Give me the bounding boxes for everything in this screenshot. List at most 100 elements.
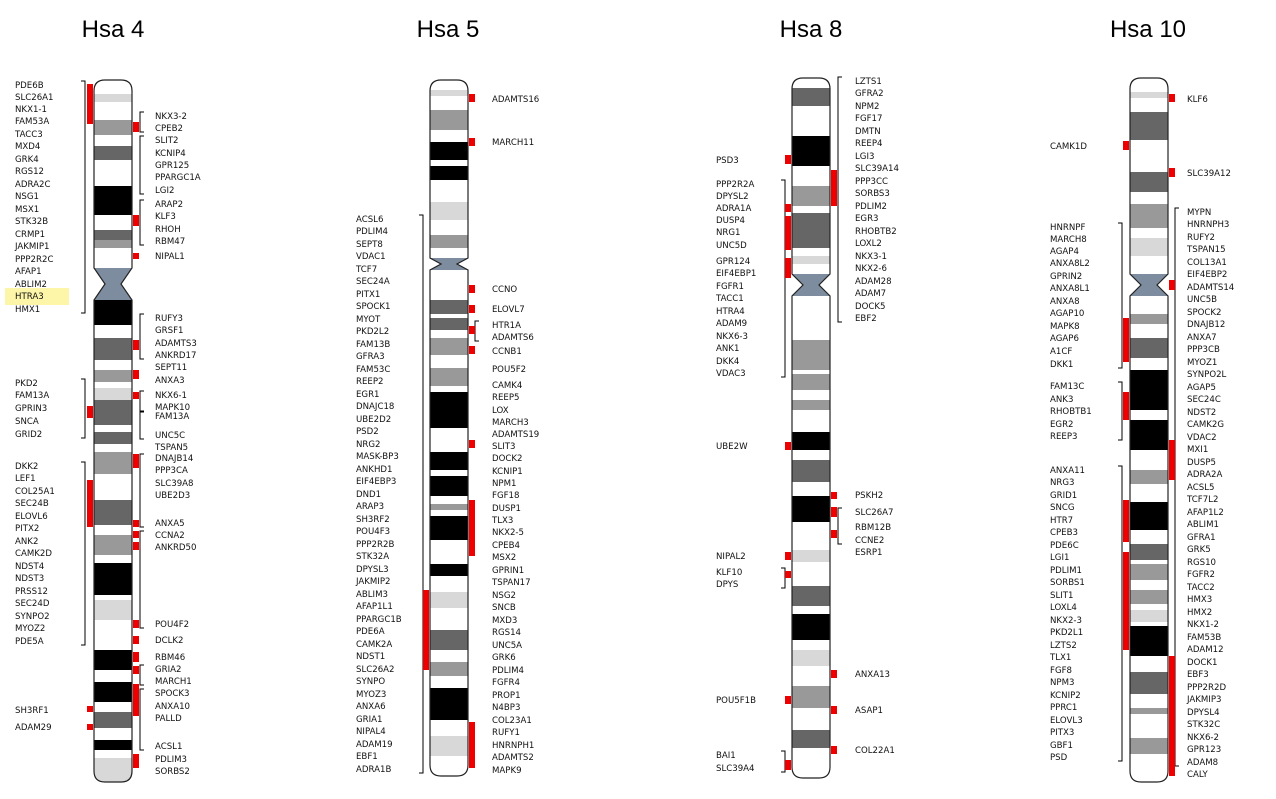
- chromosome-band: [792, 390, 830, 400]
- chromosome-band: [1130, 604, 1168, 610]
- gene-label: ADAM28: [855, 277, 892, 287]
- gene-label: PPP3CA: [155, 466, 188, 476]
- chromosome-band: [1130, 172, 1168, 192]
- gene-label: NKX2-6: [855, 264, 887, 274]
- gene-label: ACSL1: [155, 742, 182, 752]
- chromosome-band: [792, 206, 830, 213]
- chromosome-band: [430, 248, 468, 258]
- gene-label: HNRNPH3: [1187, 220, 1229, 230]
- gene-label: HTR7: [1050, 516, 1073, 526]
- gene-label: FAM53C: [356, 365, 390, 375]
- gene-label: RBM12B: [855, 523, 891, 533]
- gene-label: VDAC1: [356, 252, 386, 262]
- gene-label: PDE6C: [1050, 541, 1079, 551]
- gene-label: ANXA6: [356, 702, 386, 712]
- gene-label: NKX2-3: [1050, 616, 1082, 626]
- chromosome-band: [1130, 626, 1168, 656]
- gene-label: ANXA8L2: [1050, 259, 1090, 269]
- gene-bracket: [139, 411, 144, 440]
- gene-bracket: [139, 664, 144, 686]
- gene-label: ADAMTS6: [492, 333, 534, 343]
- gene-label: CCNO: [492, 285, 517, 295]
- gene-label: RBM47: [155, 237, 185, 247]
- chromosome-band: [1130, 192, 1168, 204]
- gene-label: CCNE2: [855, 536, 884, 546]
- gene-locus-marker: [1123, 318, 1129, 362]
- gene-label: DKK4: [716, 357, 739, 367]
- gene-label: PITX2: [15, 524, 39, 534]
- gene-label: MSX2: [492, 553, 516, 563]
- gene-label: PPP2R2D: [1187, 683, 1226, 693]
- gene-label: PPRC1: [1050, 703, 1077, 713]
- gene-label: PRSS12: [15, 587, 48, 597]
- gene-label: UBE2D3: [155, 491, 190, 501]
- chromosome-band: [1130, 450, 1168, 470]
- gene-label: GPR124: [716, 257, 750, 267]
- gene-label: SORBS3: [855, 189, 890, 199]
- chromosome-band: [1130, 98, 1168, 112]
- gene-label: RHOBTB2: [855, 227, 897, 237]
- chromosome-band: [1130, 420, 1168, 450]
- gene-locus-marker: [831, 706, 837, 714]
- gene-label: ADAMTS3: [155, 339, 197, 349]
- gene-label: PSD3: [716, 156, 739, 166]
- chromosome-band: [792, 614, 830, 640]
- chromosome-band: [94, 382, 132, 388]
- gene-label: PKD2: [15, 379, 38, 389]
- gene-label: GPRIN2: [1050, 272, 1082, 282]
- gene-label: TSPAN5: [154, 443, 188, 453]
- chromosome-band: [94, 248, 132, 268]
- chromosome-band: [430, 300, 468, 314]
- gene-label: DNAJC18: [356, 402, 394, 412]
- chromosome-band: [792, 550, 830, 562]
- gene-label: NKX3-2: [155, 112, 187, 122]
- gene-label: SPOCK1: [356, 302, 391, 312]
- gene-label: DNAJB14: [155, 454, 193, 464]
- chromosome-band: [430, 142, 468, 160]
- gene-label: MYOT: [356, 315, 381, 325]
- gene-label: EGR2: [1050, 420, 1074, 430]
- gene-label: SORBS2: [155, 767, 190, 777]
- gene-locus-marker: [785, 155, 791, 164]
- chromosome-band: [792, 248, 830, 256]
- gene-label: CCNB1: [492, 347, 522, 357]
- chromosome-band: [430, 608, 468, 630]
- chromosome-band: [1130, 502, 1168, 530]
- gene-label: EIF4EBP1: [716, 269, 756, 279]
- gene-label: POU5F2: [492, 365, 526, 375]
- chromosome-band: [1130, 580, 1168, 590]
- gene-label: NPM1: [492, 479, 517, 489]
- gene-locus-marker: [469, 285, 475, 293]
- gene-label: GFRA3: [356, 352, 385, 362]
- gene-label: KLF10: [716, 568, 742, 578]
- gene-label: NPM2: [855, 102, 880, 112]
- gene-label: KCNIP4: [155, 149, 186, 159]
- chromosome-band: [430, 630, 468, 650]
- gene-label: ANXA13: [855, 670, 890, 680]
- gene-label: ADRA2C: [15, 180, 50, 190]
- chromosome-band: [94, 740, 132, 750]
- gene-label: HTR1A: [492, 321, 521, 331]
- chromosome-band: [792, 213, 830, 248]
- gene-label: JAKMIP3: [1186, 695, 1222, 705]
- gene-label: REEP2: [356, 377, 383, 387]
- chromosome-band: [94, 120, 132, 135]
- chromosome-band: [430, 676, 468, 688]
- gene-label: GPR123: [1187, 745, 1221, 755]
- gene-label: PDLIM1: [1050, 566, 1082, 576]
- chromosome-band: [1130, 204, 1168, 228]
- gene-label: PKD2L2: [356, 327, 389, 337]
- chromosome-band: [792, 586, 830, 606]
- gene-label: REEP3: [1050, 432, 1077, 442]
- gene-label: PPP3CC: [855, 177, 888, 187]
- gene-locus-marker: [1169, 280, 1175, 290]
- chromosome-band: [94, 758, 132, 782]
- gene-label: NRG2: [356, 440, 381, 450]
- gene-bracket: [139, 111, 144, 133]
- gene-label: STK32B: [15, 217, 48, 227]
- gene-label: ELOVL6: [15, 512, 48, 522]
- gene-label: COL23A1: [492, 716, 532, 726]
- chromosome-band: [94, 563, 132, 595]
- gene-locus-marker: [133, 454, 139, 468]
- gene-label: DCLK2: [155, 636, 184, 646]
